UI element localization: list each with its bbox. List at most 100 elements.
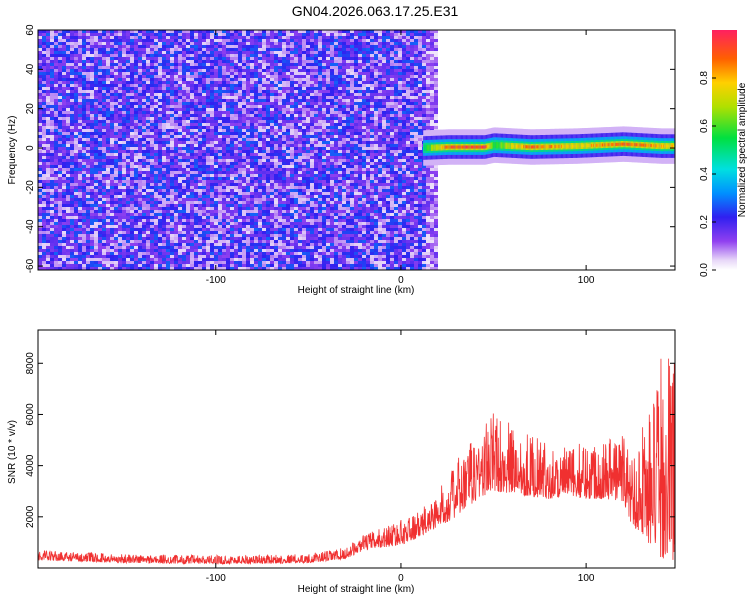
noise-cell — [122, 219, 126, 222]
noise-cell — [162, 267, 166, 270]
noise-cell — [242, 255, 246, 258]
noise-cell — [266, 207, 270, 210]
noise-cell — [142, 249, 146, 252]
noise-cell — [170, 36, 174, 39]
noise-cell — [90, 180, 94, 183]
noise-cell — [230, 39, 234, 42]
noise-cell — [46, 231, 50, 234]
noise-cell — [146, 261, 150, 264]
noise-cell — [214, 54, 218, 57]
noise-cell — [126, 180, 130, 183]
noise-cell — [234, 168, 238, 171]
noise-cell — [166, 171, 170, 174]
noise-cell — [246, 132, 250, 135]
noise-cell — [126, 228, 130, 231]
noise-cell — [190, 60, 194, 63]
noise-cell — [218, 183, 222, 186]
noise-cell — [146, 90, 150, 93]
noise-cell — [238, 51, 242, 54]
noise-cell — [262, 78, 266, 81]
noise-cell — [126, 171, 130, 174]
noise-cell — [282, 168, 286, 171]
noise-cell — [218, 222, 222, 225]
noise-cell — [42, 36, 46, 39]
noise-cell — [210, 45, 214, 48]
noise-cell — [282, 144, 286, 147]
noise-cell — [62, 147, 66, 150]
noise-cell — [274, 93, 278, 96]
noise-cell — [222, 222, 226, 225]
noise-cell — [190, 201, 194, 204]
noise-cell — [174, 213, 178, 216]
noise-cell — [162, 180, 166, 183]
noise-cell — [122, 33, 126, 36]
noise-cell — [234, 105, 238, 108]
noise-cell — [226, 246, 230, 249]
noise-cell — [238, 69, 242, 72]
noise-cell — [74, 45, 78, 48]
noise-cell — [222, 78, 226, 81]
noise-cell — [86, 66, 90, 69]
noise-cell — [194, 213, 198, 216]
noise-cell — [218, 219, 222, 222]
noise-cell — [174, 249, 178, 252]
noise-cell — [90, 171, 94, 174]
noise-cell — [38, 165, 42, 168]
noise-cell — [78, 162, 82, 165]
noise-cell — [126, 42, 130, 45]
noise-cell — [94, 267, 98, 270]
noise-cell — [54, 180, 58, 183]
noise-cell — [138, 189, 142, 192]
noise-cell — [70, 117, 74, 120]
noise-cell — [114, 177, 118, 180]
noise-cell — [206, 78, 210, 81]
noise-cell — [138, 183, 142, 186]
noise-cell — [198, 222, 202, 225]
noise-cell — [254, 69, 258, 72]
noise-cell — [50, 267, 54, 270]
noise-cell — [230, 195, 234, 198]
noise-cell — [166, 183, 170, 186]
noise-cell — [278, 153, 282, 156]
noise-cell — [46, 42, 50, 45]
noise-cell — [178, 159, 182, 162]
noise-cell — [234, 183, 238, 186]
noise-cell — [138, 60, 142, 63]
noise-cell — [174, 60, 178, 63]
noise-cell — [178, 201, 182, 204]
noise-cell — [126, 96, 130, 99]
noise-cell — [194, 174, 198, 177]
noise-cell — [250, 123, 254, 126]
noise-cell — [178, 234, 182, 237]
noise-cell — [126, 207, 130, 210]
noise-cell — [222, 153, 226, 156]
noise-cell — [114, 183, 118, 186]
noise-cell — [262, 60, 266, 63]
noise-cell — [118, 66, 122, 69]
noise-cell — [106, 66, 110, 69]
noise-cell — [266, 216, 270, 219]
noise-cell — [158, 141, 162, 144]
noise-cell — [194, 129, 198, 132]
noise-cell — [274, 243, 278, 246]
noise-cell — [150, 69, 154, 72]
noise-cell — [230, 108, 234, 111]
noise-cell — [70, 156, 74, 159]
noise-cell — [226, 192, 230, 195]
noise-cell — [254, 267, 258, 270]
noise-cell — [150, 252, 154, 255]
noise-cell — [42, 234, 46, 237]
noise-cell — [254, 234, 258, 237]
noise-cell — [70, 180, 74, 183]
noise-cell — [42, 267, 46, 270]
noise-cell — [50, 246, 54, 249]
noise-cell — [190, 120, 194, 123]
noise-cell — [198, 60, 202, 63]
noise-cell — [46, 192, 50, 195]
noise-cell — [46, 132, 50, 135]
noise-cell — [114, 69, 118, 72]
noise-cell — [186, 120, 190, 123]
noise-cell — [238, 63, 242, 66]
noise-cell — [162, 183, 166, 186]
noise-cell — [206, 162, 210, 165]
